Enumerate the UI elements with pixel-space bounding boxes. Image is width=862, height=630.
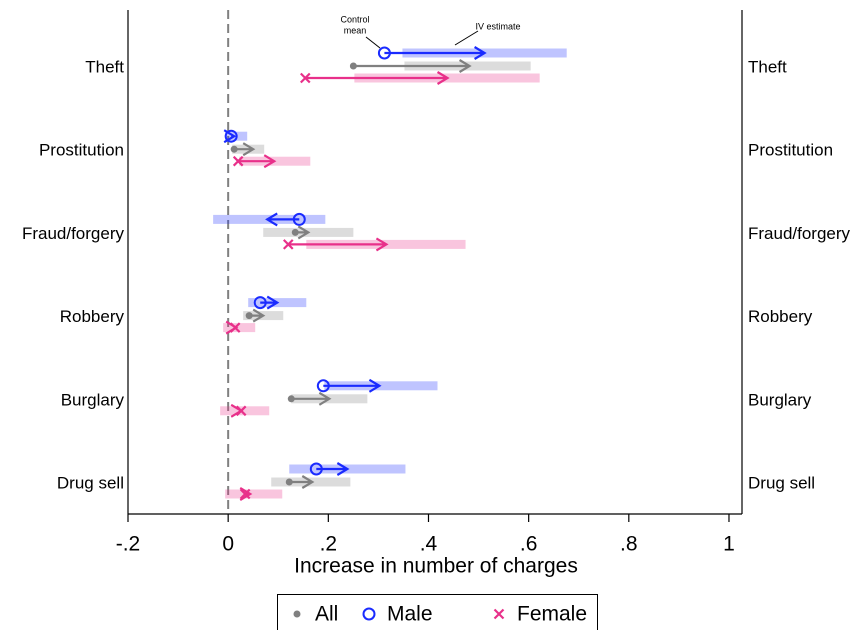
annotation: Control: [340, 14, 369, 24]
legend-marker: [293, 610, 301, 618]
x-tick-label: .8: [620, 533, 638, 556]
control-marker: [235, 405, 247, 417]
x-tick-label: -.2: [116, 533, 141, 556]
control-marker: [309, 462, 323, 476]
x-tick-label: .4: [420, 533, 438, 556]
legend-label: Male: [387, 603, 433, 626]
control-marker: [285, 478, 293, 486]
control-marker: [377, 46, 391, 60]
x-tick-label: .2: [320, 533, 338, 556]
estimate-arrow: [305, 71, 450, 85]
estimate-arrow: [288, 237, 389, 252]
legend-label: All: [315, 603, 338, 626]
x-tick-label: 1: [723, 533, 735, 556]
category-label: Fraud/forgery: [748, 224, 851, 243]
x-tick-label: .6: [520, 533, 538, 556]
control-marker: [287, 395, 295, 403]
control-marker: [349, 62, 357, 70]
category-label: Robbery: [748, 307, 813, 326]
estimate-arrow: [238, 154, 277, 169]
ci-bar: [225, 489, 283, 499]
control-marker: [300, 72, 311, 84]
estimate-arrow: [260, 295, 280, 310]
category-label: Theft: [85, 57, 124, 76]
control-marker: [232, 155, 244, 167]
estimate-arrow: [384, 46, 487, 60]
legend-marker: [493, 608, 505, 620]
legend-label: Female: [517, 603, 587, 626]
control-marker: [253, 296, 267, 310]
category-label: Burglary: [748, 390, 812, 409]
control-marker: [230, 145, 238, 153]
control-marker: [239, 488, 251, 500]
annotation-pointer: [365, 36, 381, 49]
category-label: Prostitution: [748, 141, 833, 160]
control-marker: [245, 312, 253, 320]
ci-bar: [223, 323, 256, 333]
control-marker: [229, 322, 241, 333]
ci-bar: [220, 406, 270, 416]
estimate-arrow: [291, 391, 332, 406]
annotation-pointer: [454, 30, 479, 46]
control-marker: [282, 239, 294, 250]
category-label: Robbery: [60, 307, 125, 326]
annotation: IV estimate: [475, 21, 520, 31]
x-axis-title: Increase in number of charges: [294, 555, 578, 578]
category-label: Drug sell: [748, 473, 815, 492]
category-label: Theft: [748, 57, 787, 76]
legend-box: [277, 594, 598, 630]
legend-marker: [362, 607, 376, 621]
category-label: Drug sell: [57, 473, 124, 492]
control-marker: [224, 129, 238, 143]
category-label: Fraud/forgery: [22, 224, 125, 243]
annotation: mean: [344, 25, 367, 35]
x-tick-label: 0: [222, 533, 234, 556]
estimate-arrow: [323, 378, 382, 393]
control-marker: [291, 228, 299, 236]
estimate-arrow: [353, 59, 472, 73]
control-marker: [316, 379, 330, 393]
category-label: Prostitution: [39, 141, 124, 160]
category-label: Burglary: [61, 390, 125, 409]
control-marker: [292, 212, 306, 226]
estimate-arrow: [289, 475, 315, 489]
